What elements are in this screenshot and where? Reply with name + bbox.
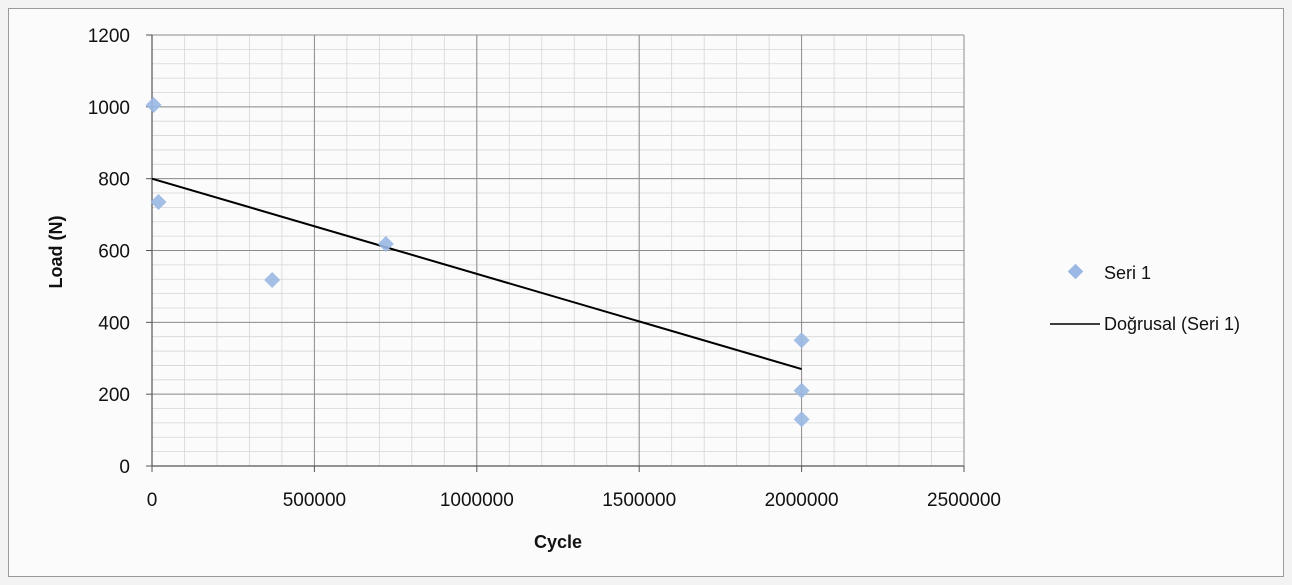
x-tick-label: 1000000 xyxy=(440,490,514,511)
y-tick-label: 400 xyxy=(98,313,130,334)
data-point xyxy=(150,194,167,211)
data-point xyxy=(264,271,281,288)
legend: Seri 1 Doğrusal (Seri 1) xyxy=(1050,263,1240,334)
major-grid xyxy=(151,34,965,467)
legend-marker-seri-1 xyxy=(1067,263,1084,280)
y-tick-label: 0 xyxy=(119,457,130,478)
y-tick-label: 600 xyxy=(98,242,130,263)
x-axis-title: Cycle xyxy=(534,532,582,552)
data-points xyxy=(145,97,810,428)
x-tick-label: 2500000 xyxy=(927,490,1001,511)
y-tick-label: 800 xyxy=(98,170,130,191)
data-point xyxy=(793,382,810,399)
legend-label-seri-1: Seri 1 xyxy=(1104,263,1151,283)
trendline-layer xyxy=(151,177,802,370)
trendline xyxy=(151,177,802,370)
chart-frame xyxy=(8,8,1284,577)
x-tick-label: 1500000 xyxy=(602,490,676,511)
data-point xyxy=(145,97,162,114)
x-tick-label: 2000000 xyxy=(765,490,839,511)
axes xyxy=(146,34,965,472)
y-tick-label: 1200 xyxy=(88,26,130,47)
y-axis-title: Load (N) xyxy=(46,216,66,289)
y-tick-label: 200 xyxy=(98,385,130,406)
y-tick-label: 1000 xyxy=(88,98,130,119)
x-tick-label: 0 xyxy=(147,490,158,511)
data-point xyxy=(793,411,810,428)
x-tick-label: 500000 xyxy=(283,490,346,511)
data-point xyxy=(377,236,394,253)
legend-label-trendline: Doğrusal (Seri 1) xyxy=(1104,314,1240,334)
data-point xyxy=(793,332,810,349)
tick-labels: 0 500000 1000000 1500000 2000000 2500000 0 200 4… xyxy=(88,26,1001,511)
